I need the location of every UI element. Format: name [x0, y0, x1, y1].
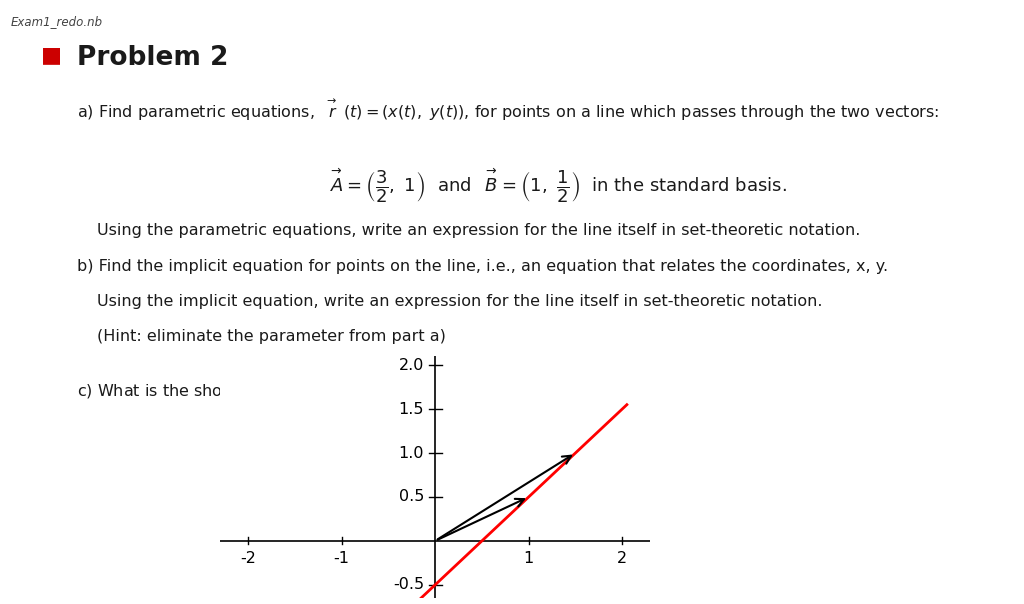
Text: $\overset{\rightarrow}{A} = \left(\dfrac{3}{2},\ 1\right)$$\ \ \text{and}\ \ $$\: $\overset{\rightarrow}{A} = \left(\dfrac… — [328, 166, 786, 205]
Text: c) What is the shortest distance from the origin  $\overset{\rightarrow}{0}$ $= : c) What is the shortest distance from th… — [77, 374, 642, 402]
Text: a) Find parametric equations,  $\overset{\rightarrow}{r}$ $(t) = (x(t),\ y(t))$,: a) Find parametric equations, $\overset{… — [77, 97, 939, 123]
Text: 1.5: 1.5 — [398, 402, 424, 417]
Text: 2: 2 — [617, 551, 628, 567]
Text: -2: -2 — [241, 551, 256, 567]
Text: 2.0: 2.0 — [398, 358, 424, 373]
Text: 1.0: 1.0 — [398, 446, 424, 460]
Text: b) Find the implicit equation for points on the line, i.e., an equation that rel: b) Find the implicit equation for points… — [77, 259, 888, 274]
Text: -0.5: -0.5 — [393, 577, 424, 593]
Text: Using the implicit equation, write an expression for the line itself in set-theo: Using the implicit equation, write an ex… — [97, 294, 822, 309]
Text: Using the parametric equations, write an expression for the line itself in set-t: Using the parametric equations, write an… — [97, 223, 860, 239]
Text: Problem 2: Problem 2 — [77, 45, 228, 71]
Text: ■: ■ — [41, 45, 62, 65]
Text: Exam1_redo.nb: Exam1_redo.nb — [10, 15, 102, 28]
Text: (Hint: eliminate the parameter from part a): (Hint: eliminate the parameter from part… — [97, 329, 446, 344]
Text: -1: -1 — [334, 551, 350, 567]
Text: 1: 1 — [523, 551, 534, 567]
Text: 0.5: 0.5 — [398, 489, 424, 504]
